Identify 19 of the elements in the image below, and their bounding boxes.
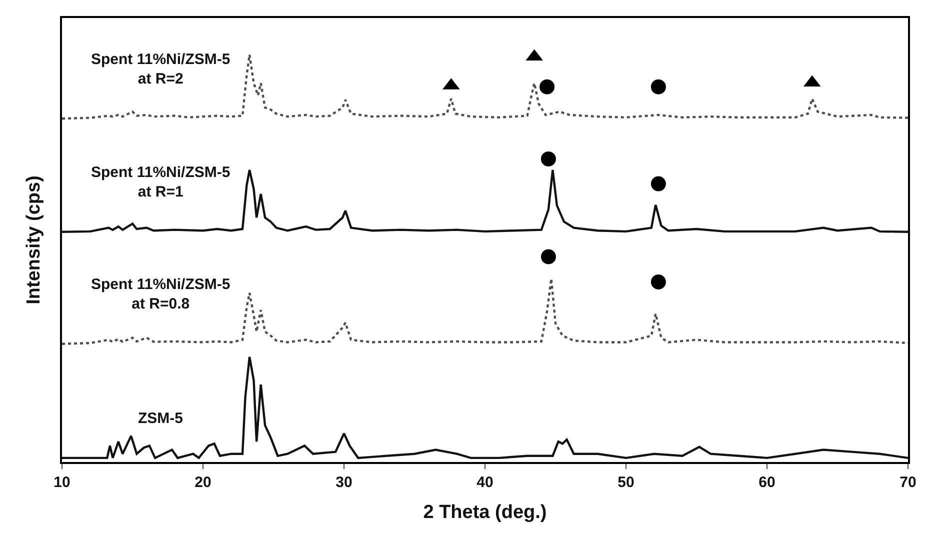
point [540, 79, 555, 94]
x-tick-label: 50 [618, 474, 634, 491]
x-tick-label: 70 [900, 474, 916, 491]
point [540, 249, 556, 264]
point [650, 274, 666, 290]
x-tick-label: 10 [54, 474, 70, 491]
x-tick-label: 60 [758, 474, 776, 491]
series-label: Spent 11%Ni/ZSM-5 at R=1 [91, 164, 230, 200]
point [540, 151, 556, 166]
point [650, 79, 666, 94]
x-tick-label: 20 [194, 474, 212, 491]
series-label: ZSM-5 [138, 410, 183, 427]
series-label: Spent 11%Ni/ZSM-5 at R=0.8 [91, 276, 230, 312]
x-tick-label: 40 [476, 474, 494, 491]
y-axis-title: Intensity (cps) [24, 176, 45, 304]
x-axis-title: 2 Theta (deg.) [423, 502, 547, 524]
x-tick-label: 30 [336, 474, 352, 491]
series-label: Spent 11%Ni/ZSM-5 at R=2 [91, 51, 230, 88]
point [650, 176, 666, 192]
